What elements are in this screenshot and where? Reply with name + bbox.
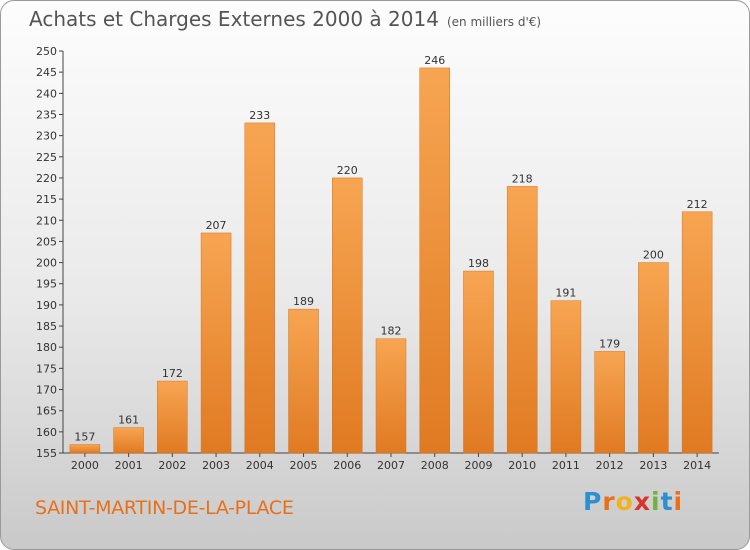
bar-2014 — [681, 211, 713, 454]
y-tick-label: 155 — [36, 447, 57, 460]
y-tick-label: 215 — [36, 193, 57, 206]
x-tick-label-2006: 2006 — [333, 459, 361, 472]
y-tick-label: 225 — [36, 151, 57, 164]
value-label-2013: 200 — [643, 249, 664, 262]
bar-2001 — [113, 427, 144, 454]
y-tick-label: 230 — [36, 130, 57, 143]
chart-title: Achats et Charges Externes 2000 à 2014 (e… — [29, 7, 541, 31]
x-tick-label-2011: 2011 — [552, 459, 580, 472]
logo-letter: t — [660, 487, 674, 516]
x-tick-label-2004: 2004 — [246, 459, 274, 472]
logo-letter: i — [673, 487, 684, 516]
y-tick-label: 180 — [36, 341, 57, 354]
x-tick-label-2013: 2013 — [639, 459, 667, 472]
bar-2010 — [506, 186, 538, 454]
x-tick-label-2005: 2005 — [290, 459, 318, 472]
y-tick-label: 170 — [36, 384, 57, 397]
x-tick-label-2012: 2012 — [596, 459, 624, 472]
value-label-2002: 172 — [162, 367, 183, 380]
bar-2008 — [419, 67, 450, 454]
bar-2007 — [375, 338, 407, 454]
y-tick-label: 235 — [36, 108, 57, 121]
value-label-2000: 157 — [74, 431, 95, 444]
value-label-2007: 182 — [381, 325, 402, 338]
bar-2006 — [332, 177, 363, 454]
logo-letter: i — [651, 487, 661, 516]
bar-2009 — [463, 270, 494, 454]
x-tick-label-2008: 2008 — [421, 459, 449, 472]
x-tick-label-2014: 2014 — [683, 459, 711, 472]
city-name: SAINT-MARTIN-DE-LA-PLACE — [35, 497, 294, 519]
bar-2002 — [157, 380, 188, 454]
bar-2000 — [69, 444, 101, 454]
x-tick-label-2003: 2003 — [202, 459, 230, 472]
y-tick-label: 220 — [36, 172, 57, 185]
y-tick-label: 250 — [36, 45, 57, 58]
y-tick-label: 185 — [36, 320, 57, 333]
y-tick-label: 200 — [36, 257, 57, 270]
y-tick-label: 175 — [36, 362, 57, 375]
value-label-2006: 220 — [337, 164, 358, 177]
x-tick-label-2002: 2002 — [158, 459, 186, 472]
chart-title-text: Achats et Charges Externes 2000 à 2014 — [29, 7, 439, 31]
x-tick-label-2010: 2010 — [508, 459, 536, 472]
bar-2013 — [638, 262, 669, 454]
logo-letter: x — [633, 487, 651, 516]
y-tick-label: 205 — [36, 235, 57, 248]
y-tick-label: 210 — [36, 214, 57, 227]
value-label-2003: 207 — [206, 219, 227, 232]
value-label-2001: 161 — [118, 414, 139, 427]
logo-letter: r — [602, 487, 616, 516]
value-label-2014: 212 — [687, 198, 708, 211]
logo-letter: P — [583, 487, 603, 516]
chart-unit: (en milliers d'€) — [446, 15, 542, 29]
value-label-2005: 189 — [293, 295, 314, 308]
x-tick-label-2009: 2009 — [464, 459, 492, 472]
x-tick-label-2000: 2000 — [71, 459, 99, 472]
value-label-2008: 246 — [424, 54, 445, 67]
bar-2005 — [288, 308, 319, 454]
y-tick-label: 160 — [36, 426, 57, 439]
x-tick-label-2007: 2007 — [377, 459, 405, 472]
y-tick-label: 245 — [36, 66, 57, 79]
logo-letter: o — [615, 487, 634, 516]
value-label-2011: 191 — [555, 287, 576, 300]
value-label-2004: 233 — [249, 109, 270, 122]
y-tick-label: 195 — [36, 278, 57, 291]
bar-2012 — [594, 351, 625, 454]
bar-2004 — [244, 122, 276, 454]
y-tick-label: 165 — [36, 405, 57, 418]
bar-2003 — [200, 232, 232, 454]
proxiti-logo: Proxiti — [583, 487, 683, 516]
y-tick-label: 240 — [36, 87, 57, 100]
x-tick-label-2001: 2001 — [115, 459, 143, 472]
y-tick-label: 190 — [36, 299, 57, 312]
bar-2011 — [550, 300, 582, 454]
value-label-2010: 218 — [512, 172, 533, 185]
value-label-2012: 179 — [599, 337, 620, 350]
value-label-2009: 198 — [468, 257, 489, 270]
